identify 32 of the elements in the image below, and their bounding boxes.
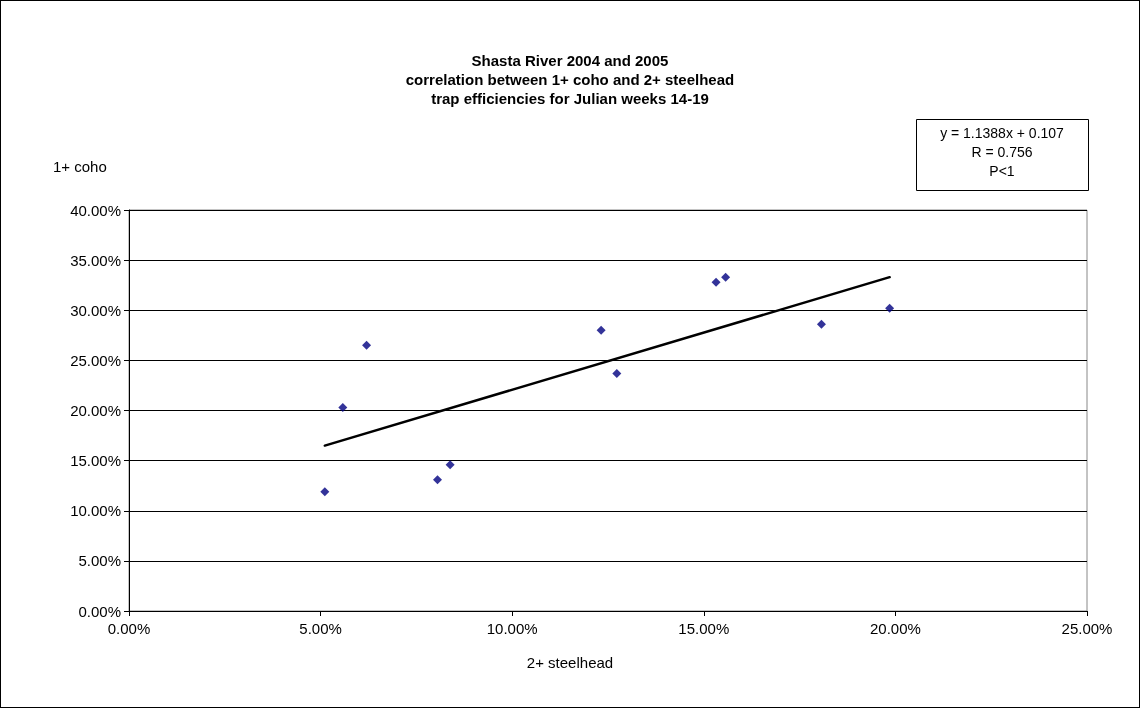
y-tick-label: 15.00% [70,452,121,470]
point [612,368,622,378]
x-tick-label: 25.00% [1061,620,1113,637]
x-tick-label: 0.00% [107,620,151,637]
point [432,475,442,485]
y-tick-label: 5.00% [78,552,121,570]
point [445,460,455,470]
chart-title: Shasta River 2004 and 2005 correlation between 1+ coho and 2+ steelhead trap efficiencies for Julian weeks 14-19 [405,52,735,107]
y-tick-label: 35.00% [70,251,121,269]
x-tick-label: 5.00% [299,620,342,637]
y-tick-label: 10.00% [70,502,121,520]
point [362,340,372,350]
x-axis-title: 2+ steelhead [526,654,614,671]
y-tick-label: 20.00% [70,402,121,419]
point [711,277,721,287]
x-tick-label: 10.00% [486,620,538,637]
x-tick-label: 15.00% [678,620,730,637]
point [338,402,348,412]
point [721,272,731,282]
point [816,319,826,329]
y-tick-label: 25.00% [70,351,121,369]
y-tick-label: 0.00% [78,602,121,620]
text: R = 0.756 [971,144,1033,160]
y-tick-label: 30.00% [70,301,121,319]
text: y = 1.1388x + 0.107 [940,125,1065,141]
point [320,487,330,497]
point [596,325,606,335]
y-tick-label: 40.00% [70,201,121,219]
point [885,303,895,313]
text: P<1 [989,163,1015,179]
y-axis-title: 1+ coho [53,158,107,175]
x-tick-label: 20.00% [869,620,921,637]
